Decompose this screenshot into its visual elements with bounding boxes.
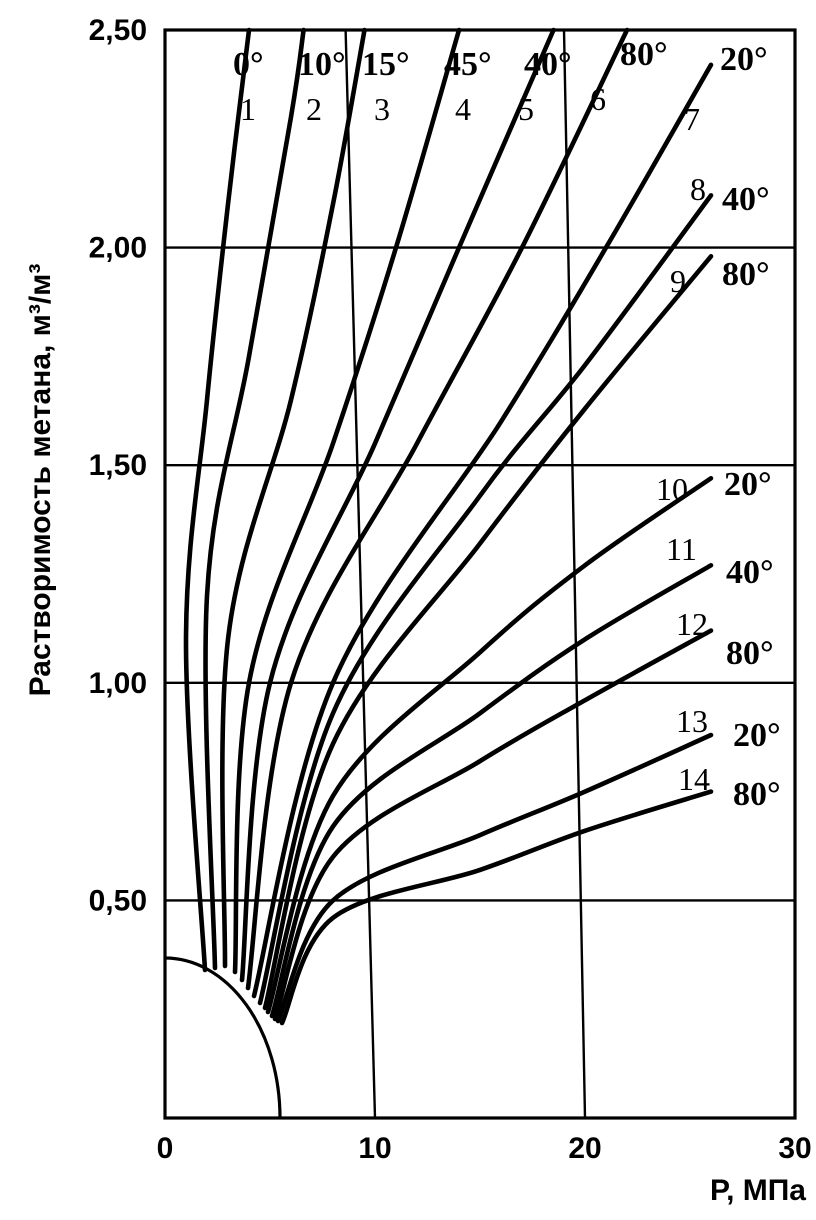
y-tick-label: 1,00 — [89, 667, 147, 700]
series-8-line — [257, 193, 714, 1006]
series-11-line — [269, 562, 714, 1019]
series-13-number-label: 13 — [676, 703, 708, 739]
series-11-number-label: 11 — [666, 531, 697, 567]
series-2-temp-label: 10° — [298, 46, 346, 83]
series-5-line — [239, 27, 556, 983]
origin-arc — [164, 956, 282, 1119]
series-9-line — [262, 254, 714, 1011]
series-6-number-label: 6 — [590, 81, 606, 117]
series-14-temp-label: 80° — [733, 776, 781, 813]
series-8-number-label: 8 — [690, 171, 706, 207]
series-3-temp-label: 15° — [362, 46, 410, 83]
series-13-temp-label: 20° — [733, 717, 781, 754]
series-5-temp-label: 40° — [524, 46, 572, 83]
series-14-line — [279, 789, 714, 1026]
y-axis-label: Растворимость метана, м³/м³ — [24, 264, 57, 697]
plot-frame — [163, 28, 797, 1120]
series-4-temp-label: 45° — [444, 46, 492, 83]
x-tick-label: 0 — [157, 1132, 174, 1165]
series-13-line — [275, 732, 714, 1024]
series-1-temp-label: 0° — [233, 46, 264, 83]
x-tick-label: 10 — [358, 1132, 391, 1165]
tick-labels-layer: 0,50 1,00 1,50 2,00 2,50 0 10 20 30 — [89, 14, 812, 1165]
series-12-temp-label: 80° — [726, 635, 774, 672]
series-8-temp-label: 40° — [722, 181, 770, 218]
series-3-line — [220, 27, 367, 969]
x-tick-label: 20 — [568, 1132, 601, 1165]
series-14-number-label: 14 — [678, 761, 710, 797]
series-10-line — [265, 475, 714, 1015]
curves-layer — [183, 27, 714, 1026]
series-2-number-label: 2 — [306, 91, 322, 127]
series-6-line — [245, 27, 630, 991]
x-tick-label: 30 — [778, 1132, 811, 1165]
series-6-temp-label: 80° — [620, 36, 668, 73]
series-7-line — [251, 62, 714, 999]
gridline-vertical — [344, 29, 377, 1119]
series-1-number-label: 1 — [240, 91, 256, 127]
series-11-temp-label: 40° — [726, 554, 774, 591]
series-9-number-label: 9 — [670, 263, 686, 299]
y-tick-label: 2,00 — [89, 232, 147, 265]
series-5-number-label: 5 — [518, 91, 534, 127]
y-tick-label: 2,50 — [89, 14, 147, 47]
series-9-temp-label: 80° — [722, 256, 770, 293]
series-12-number-label: 12 — [676, 606, 708, 642]
x-axis-label: P, МПа — [710, 1174, 806, 1207]
series-7-temp-label: 20° — [720, 41, 768, 78]
series-4-line — [232, 27, 462, 975]
series-10-temp-label: 20° — [724, 466, 772, 503]
series-10-number-label: 10 — [656, 471, 688, 507]
y-tick-label: 0,50 — [89, 884, 147, 917]
curve-labels-layer: 0° 1 10° 2 15° 3 45° 4 40° 5 80° 6 20° 7 40° 8 80° 9 20° 10… — [233, 36, 781, 813]
series-3-number-label: 3 — [374, 91, 390, 127]
y-tick-label: 1,50 — [89, 449, 147, 482]
series-4-number-label: 4 — [455, 91, 471, 127]
series-2-line — [203, 27, 306, 971]
series-1-line — [183, 27, 252, 973]
series-12-line — [272, 628, 714, 1022]
series-7-number-label: 7 — [684, 101, 700, 137]
